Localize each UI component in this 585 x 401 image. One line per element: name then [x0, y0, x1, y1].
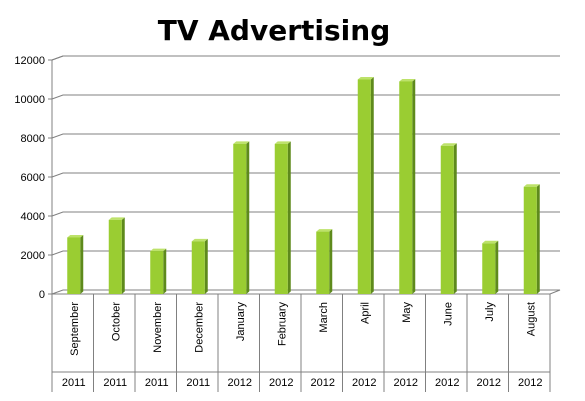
x-category-label: September	[69, 302, 81, 356]
y-tick-label: 4000	[21, 211, 45, 223]
gridline	[51, 133, 560, 139]
bar-side	[121, 217, 125, 294]
x-category-label: January	[235, 302, 247, 342]
bar	[316, 231, 330, 294]
bar	[108, 219, 122, 294]
bar-top	[316, 229, 333, 232]
bar-top	[108, 217, 125, 220]
y-tick-label: 12000	[14, 55, 45, 67]
gridline	[51, 55, 560, 61]
x-year-label: 2011	[103, 377, 127, 389]
x-category-label: August	[525, 302, 537, 336]
bar-top	[399, 78, 416, 82]
y-tick-label: 0	[39, 289, 45, 301]
bar	[191, 241, 205, 294]
x-year-label: 2012	[352, 377, 376, 389]
x-category-label: November	[152, 302, 164, 353]
y-tick-label: 6000	[21, 172, 45, 184]
bar	[482, 243, 496, 294]
x-category-label: April	[359, 302, 371, 324]
x-year-label: 2012	[228, 377, 252, 389]
bar-side	[536, 184, 540, 294]
bar-side	[495, 240, 499, 294]
plot-area: 0 2000 4000 6000 8000 10000 12000 September 2011…	[14, 55, 561, 392]
bar	[357, 79, 371, 294]
bar-side	[370, 77, 374, 294]
x-category-label: July	[484, 302, 496, 322]
gridline	[51, 94, 560, 100]
chart-title: TV Advertising	[158, 14, 391, 47]
y-tick-label: 2000	[21, 250, 45, 262]
bar-side	[453, 143, 457, 294]
y-tick-label: 10000	[14, 94, 45, 106]
x-category-label: October	[110, 302, 122, 341]
x-category-label: December	[193, 302, 205, 353]
bar-top	[233, 141, 250, 144]
x-category-label: June	[442, 302, 454, 326]
bar-top	[440, 143, 457, 146]
gridline	[51, 250, 560, 256]
bar	[233, 143, 247, 294]
x-year-label: 2012	[435, 377, 459, 389]
bar-top	[482, 240, 499, 244]
bar-top	[67, 234, 84, 238]
y-tick-label: 8000	[21, 133, 45, 145]
bar	[399, 81, 413, 294]
bar-side	[163, 248, 167, 294]
x-year-label: 2012	[311, 377, 335, 389]
bar-side	[246, 141, 250, 294]
bar-side	[329, 229, 333, 294]
bar-side	[204, 238, 208, 294]
bar-side	[287, 141, 291, 294]
gridline	[51, 172, 560, 178]
bar-side	[412, 78, 416, 294]
bar-top	[523, 184, 540, 187]
x-year-label: 2012	[269, 377, 293, 389]
bar-top	[191, 238, 208, 242]
bar-top	[150, 248, 167, 252]
bar	[274, 143, 288, 294]
x-year-label: 2012	[477, 377, 501, 389]
gridline	[51, 211, 560, 217]
x-year-label: 2011	[62, 377, 86, 389]
x-year-label: 2012	[518, 377, 542, 389]
bar	[67, 237, 81, 294]
x-year-label: 2012	[394, 377, 418, 389]
x-year-label: 2011	[186, 377, 210, 389]
bar	[523, 186, 537, 294]
x-category-label: May	[401, 302, 413, 323]
bar	[440, 145, 454, 294]
x-category-label: February	[276, 302, 288, 347]
bar	[150, 251, 164, 294]
bar-side	[80, 234, 84, 294]
bar-top	[357, 77, 374, 80]
bar-top	[274, 141, 291, 144]
x-year-label: 2011	[145, 377, 169, 389]
x-category-label: March	[318, 302, 330, 333]
